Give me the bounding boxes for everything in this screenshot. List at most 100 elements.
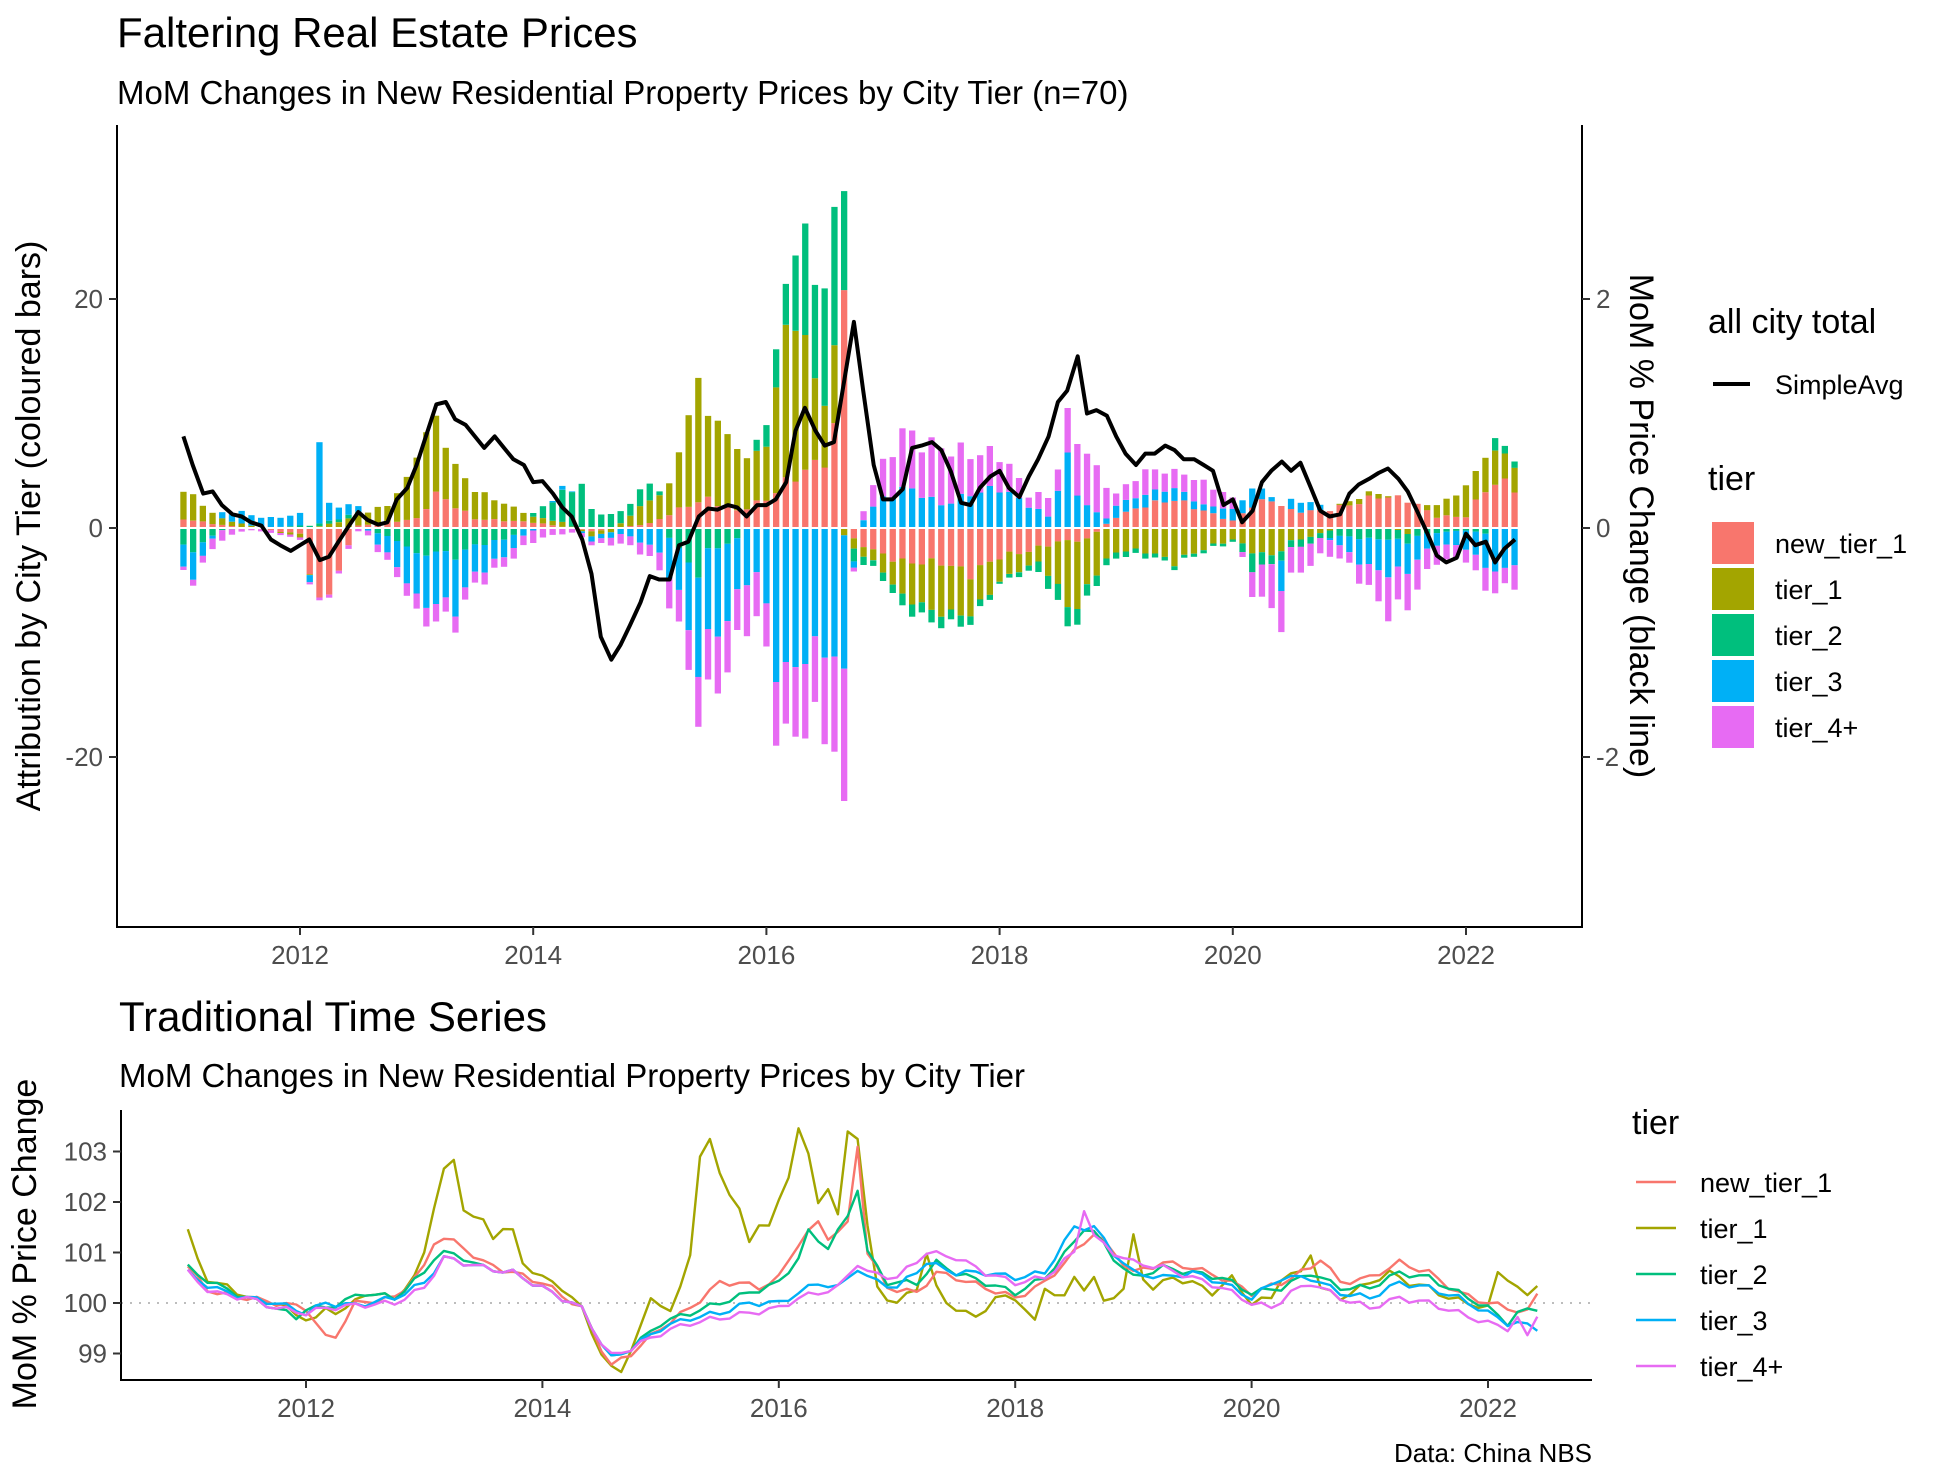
bar-tier_1 xyxy=(1385,496,1392,498)
bar-new_tier_1 xyxy=(870,528,877,550)
bar-tier_4 xyxy=(666,578,673,609)
bar-new_tier_1 xyxy=(1103,523,1110,528)
bar-tier_3 xyxy=(1433,533,1440,546)
bar-new_tier_1 xyxy=(782,477,789,528)
bar-tier_3 xyxy=(471,544,479,572)
bar-tier_4 xyxy=(277,533,284,536)
bar-new_tier_1 xyxy=(316,528,323,598)
bar-new_tier_1 xyxy=(209,524,216,528)
bar-new_tier_1 xyxy=(1151,500,1159,528)
top-x-ticks: 2012 2014 2016 2018 2020 2022 xyxy=(271,927,1495,970)
bar-tier_1 xyxy=(607,528,615,533)
legend-label-new_tier_1: new_tier_1 xyxy=(1700,1168,1832,1198)
bar-tier_3 xyxy=(1239,500,1246,514)
bar-tier_3 xyxy=(1200,504,1207,511)
bar-tier_3 xyxy=(685,562,692,631)
bar-tier_2 xyxy=(1287,540,1295,548)
legend-label-tier_1: tier_1 xyxy=(1700,1214,1768,1244)
legend-label-tier_2: tier_2 xyxy=(1700,1260,1768,1290)
bar-new_tier_1 xyxy=(510,520,517,528)
bar-tier_3 xyxy=(1103,518,1110,524)
bar-tier_2 xyxy=(636,489,644,507)
bar-tier_2 xyxy=(986,594,993,600)
bar-tier_2 xyxy=(1006,574,1013,578)
bar-tier_4 xyxy=(190,579,197,586)
bar-new_tier_1 xyxy=(491,519,498,528)
bar-tier_1 xyxy=(287,532,294,535)
bar-tier_1 xyxy=(1093,531,1100,576)
bar-tier_1 xyxy=(1083,538,1091,585)
bar-tier_2 xyxy=(345,514,352,519)
bar-tier_3 xyxy=(792,528,799,668)
bar-tier_3 xyxy=(753,528,760,573)
bar-tier_2 xyxy=(1064,607,1071,627)
bar-tier_4 xyxy=(870,485,877,507)
bar-tier_3 xyxy=(1287,498,1295,509)
bar-tier_2 xyxy=(1482,528,1489,534)
bar-tier_2 xyxy=(957,615,964,627)
bar-tier_2 xyxy=(1511,461,1518,468)
bar-tier_2 xyxy=(1462,528,1470,531)
bar-tier_4 xyxy=(588,541,595,546)
y-tick-label: 100 xyxy=(64,1288,107,1318)
bar-tier_1 xyxy=(938,565,945,617)
bar-tier_3 xyxy=(870,506,877,528)
bar-tier_2 xyxy=(1249,553,1256,573)
bar-tier_1 xyxy=(802,335,809,470)
bar-tier_3 xyxy=(675,548,683,590)
bar-tier_1 xyxy=(947,565,955,610)
x-tick-label: 2022 xyxy=(1459,1393,1517,1423)
bar-new_tier_1 xyxy=(1287,509,1295,528)
x-tick-label: 2020 xyxy=(1204,940,1262,970)
bar-tier_1 xyxy=(1501,453,1508,479)
bar-tier_1 xyxy=(617,523,624,528)
y-tick-label: 0 xyxy=(89,513,103,543)
bar-tier_1 xyxy=(1045,546,1052,576)
bar-new_tier_1 xyxy=(1249,507,1256,528)
bar-tier_4 xyxy=(209,538,216,550)
bar-tier_4 xyxy=(432,604,440,622)
bar-tier_4 xyxy=(267,530,274,533)
bar-tier_2 xyxy=(1258,552,1266,565)
bar-tier_4 xyxy=(1336,545,1343,559)
bar-tier_3 xyxy=(1083,505,1091,528)
bar-tier_1 xyxy=(1356,499,1363,505)
bar-tier_3 xyxy=(743,528,751,586)
bar-new_tier_1 xyxy=(889,528,896,562)
bar-new_tier_1 xyxy=(190,520,197,528)
bar-tier_4 xyxy=(636,542,644,555)
bar-new_tier_1 xyxy=(1482,492,1489,528)
bar-tier_3 xyxy=(1142,494,1149,508)
bar-tier_3 xyxy=(335,507,342,520)
bar-tier_2 xyxy=(889,584,896,593)
bar-tier_2 xyxy=(1142,553,1149,559)
bar-tier_2 xyxy=(1229,539,1236,542)
bar-tier_4 xyxy=(607,537,615,546)
bar-new_tier_1 xyxy=(1278,506,1285,528)
bar-tier_1 xyxy=(452,463,459,509)
bar-tier_2 xyxy=(1103,558,1110,566)
bar-tier_1 xyxy=(1307,528,1314,537)
bar-tier_1 xyxy=(549,520,556,526)
bar-tier_2 xyxy=(841,191,848,291)
bar-tier_4 xyxy=(1161,473,1168,492)
bar-tier_4 xyxy=(1424,548,1431,569)
bar-tier_1 xyxy=(714,420,721,507)
bar-tier_1 xyxy=(1258,528,1266,553)
bar-tier_3 xyxy=(636,528,644,543)
y-tick-label: 101 xyxy=(64,1238,107,1268)
bar-tier_2 xyxy=(792,255,799,331)
bar-tier_1 xyxy=(1103,528,1110,559)
bar-tier_2 xyxy=(1113,552,1120,559)
bar-tier_1 xyxy=(1375,494,1382,499)
bar-tier_3 xyxy=(928,496,935,528)
series-tier_4 xyxy=(186,1210,1539,1355)
legend-bottom-items: new_tier_1 tier_1 tier_2 tier_3 tier_4+ xyxy=(1636,1168,1832,1382)
bar-new_tier_1 xyxy=(909,528,916,564)
bar-tier_2 xyxy=(899,593,906,606)
bar-new_tier_1 xyxy=(1492,484,1499,528)
bar-new_tier_1 xyxy=(928,528,935,559)
bar-new_tier_1 xyxy=(219,524,226,528)
bar-tier_2 xyxy=(1492,438,1499,451)
bar-tier_4 xyxy=(1171,468,1178,489)
